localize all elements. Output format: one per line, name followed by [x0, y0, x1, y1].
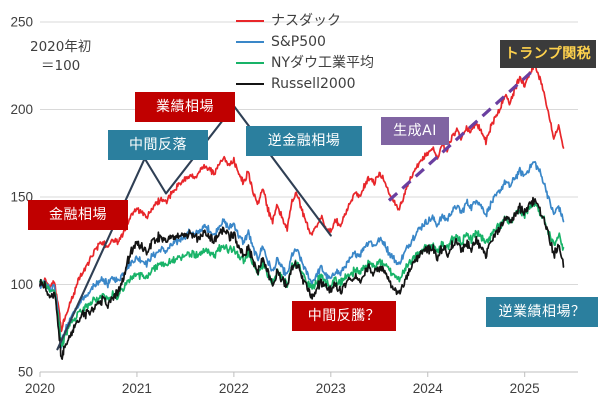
annotation-seisei-ai: 生成AI	[381, 117, 449, 145]
legend-item-2[interactable]: NYダウ工業平均	[236, 52, 456, 73]
annotation-trump-kanzei: トランプ関税	[500, 40, 596, 68]
y-axis-tick-label: 100	[10, 277, 33, 292]
legend-swatch-icon	[236, 19, 264, 22]
chart-legend: ナスダック S&P500 NYダウ工業平均 Russell2000	[236, 10, 456, 94]
series-line-3	[39, 196, 565, 360]
legend-item-1[interactable]: S&P500	[236, 31, 456, 52]
legend-label: NYダウ工業平均	[271, 54, 375, 71]
y-axis-tick-label: 250	[10, 15, 33, 30]
legend-swatch-icon	[236, 40, 264, 43]
x-axis-tick-label: 2021	[122, 381, 152, 396]
legend-item-0[interactable]: ナスダック	[236, 10, 456, 31]
annotation-kinyu-soba: 金融相場	[28, 200, 128, 230]
annotation-gyoseki-soba: 業績相場	[135, 92, 235, 122]
annotation-gyaku-kinyu-soba: 逆金融相場	[246, 126, 362, 156]
gridlines-group	[39, 21, 578, 377]
legend-swatch-icon	[236, 61, 264, 64]
x-axis-tick-label: 2025	[510, 381, 540, 396]
annotation-chukan-hanto: 中間反騰？	[292, 301, 396, 331]
x-axis-tick-label: 2024	[413, 381, 444, 396]
baseline-note: 2020年初 ＝100	[30, 38, 91, 76]
y-axis-tick-label: 150	[10, 190, 33, 205]
series-group	[39, 61, 565, 360]
x-axis-tick-label: 2022	[219, 381, 249, 396]
y-axis-tick-label: 200	[10, 102, 33, 117]
y-axis-tick-label: 50	[18, 365, 33, 380]
annotation-chukan-hanraku: 中間反落	[108, 130, 208, 160]
baseline-note-line1: 2020年初	[30, 39, 92, 55]
legend-item-3[interactable]: Russell2000	[236, 73, 456, 94]
axis-tick-labels-group: 50 100 150 200 250 2020 2021 2022 2023 2024 2025	[10, 15, 539, 397]
series-line-1	[39, 160, 565, 349]
annotation-gyaku-gyoseki: 逆業績相場？	[486, 297, 598, 327]
series-line-0	[39, 61, 565, 333]
x-axis-tick-label: 2023	[316, 381, 346, 396]
legend-label: Russell2000	[271, 75, 356, 92]
generative-ai-trend-line	[387, 68, 536, 202]
legend-swatch-icon	[236, 82, 264, 85]
legend-label: S&P500	[271, 33, 326, 50]
legend-label: ナスダック	[271, 12, 341, 29]
baseline-note-line2: ＝100	[41, 58, 81, 74]
x-axis-tick-label: 2020	[25, 381, 55, 396]
